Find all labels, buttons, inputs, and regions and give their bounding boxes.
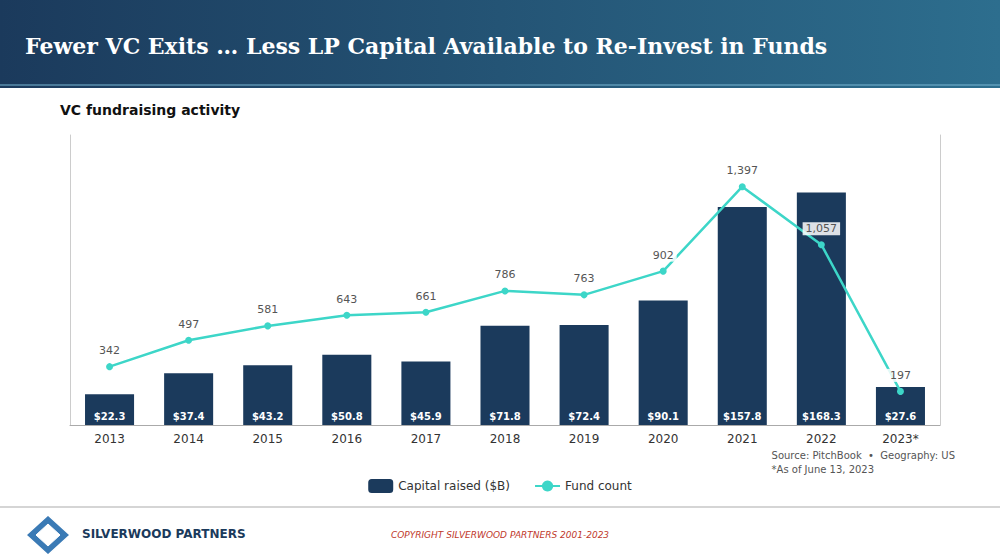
svg-text:902: 902 <box>653 249 674 262</box>
svg-text:VC fundraising activity: VC fundraising activity <box>60 102 240 118</box>
svg-text:2020: 2020 <box>648 432 679 446</box>
svg-text:Fund count: Fund count <box>565 479 632 493</box>
svg-text:581: 581 <box>257 303 278 316</box>
svg-text:$43.2: $43.2 <box>252 411 284 422</box>
svg-text:Fewer VC Exits … Less LP Capit: Fewer VC Exits … Less LP Capital Availab… <box>25 33 827 59</box>
svg-text:1,397: 1,397 <box>727 164 759 177</box>
svg-text:Source: PitchBook • Geograph: Source: PitchBook • Geography: US <box>772 450 955 461</box>
svg-text:2021: 2021 <box>727 432 758 446</box>
svg-text:2016: 2016 <box>332 432 363 446</box>
svg-text:2018: 2018 <box>490 432 521 446</box>
svg-text:643: 643 <box>336 293 357 306</box>
svg-text:2019: 2019 <box>569 432 600 446</box>
svg-text:$50.8: $50.8 <box>331 411 363 422</box>
svg-text:SILVERWOOD PARTNERS: SILVERWOOD PARTNERS <box>82 527 246 541</box>
svg-text:COPYRIGHT SILVERWOOD PARTNERS: COPYRIGHT SILVERWOOD PARTNERS 2001-2023 <box>391 530 609 540</box>
svg-text:$71.8: $71.8 <box>489 411 521 422</box>
svg-text:342: 342 <box>99 344 120 357</box>
svg-text:2023*: 2023* <box>882 432 919 446</box>
svg-text:$27.6: $27.6 <box>885 411 917 422</box>
svg-text:661: 661 <box>415 290 436 303</box>
svg-text:763: 763 <box>574 272 595 285</box>
svg-text:197: 197 <box>890 369 911 382</box>
svg-text:2014: 2014 <box>173 432 204 446</box>
svg-text:497: 497 <box>178 318 199 331</box>
svg-text:*As of June 13, 2023: *As of June 13, 2023 <box>772 464 875 475</box>
svg-text:2022: 2022 <box>806 432 837 446</box>
svg-text:Capital raised ($B): Capital raised ($B) <box>398 479 510 493</box>
svg-text:$168.3: $168.3 <box>802 411 841 422</box>
svg-text:$45.9: $45.9 <box>410 411 442 422</box>
svg-text:2017: 2017 <box>411 432 442 446</box>
svg-text:$90.1: $90.1 <box>647 411 679 422</box>
svg-text:2013: 2013 <box>94 432 125 446</box>
svg-text:$157.8: $157.8 <box>723 411 762 422</box>
svg-text:$37.4: $37.4 <box>173 411 205 422</box>
svg-text:$22.3: $22.3 <box>94 411 126 422</box>
svg-text:$72.4: $72.4 <box>568 411 600 422</box>
svg-text:2015: 2015 <box>252 432 283 446</box>
svg-text:786: 786 <box>495 268 516 281</box>
svg-text:1,057: 1,057 <box>806 222 838 235</box>
